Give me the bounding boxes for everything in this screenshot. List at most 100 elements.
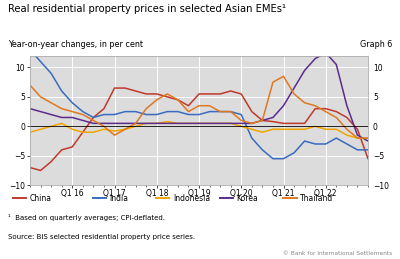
Korea [207, 122, 212, 125]
Indonesia [281, 128, 286, 131]
Thailand [112, 134, 117, 137]
China [366, 157, 370, 160]
Thailand [260, 119, 265, 122]
India [281, 157, 286, 160]
Thailand [292, 92, 296, 96]
China [313, 107, 318, 110]
India [154, 113, 159, 116]
India [270, 157, 275, 160]
Thailand [186, 110, 191, 113]
Indonesia [344, 134, 349, 137]
India [334, 136, 339, 140]
China [28, 166, 32, 169]
Korea [218, 122, 222, 125]
India [123, 110, 128, 113]
Indonesia [366, 136, 370, 140]
China [133, 89, 138, 92]
Line: Thailand: Thailand [30, 76, 368, 138]
India [186, 113, 191, 116]
Korea [228, 122, 233, 125]
India [228, 110, 233, 113]
India [102, 113, 106, 116]
Text: © Bank for International Settlements: © Bank for International Settlements [283, 251, 392, 256]
India [49, 72, 54, 75]
Thailand [91, 119, 96, 122]
India [292, 151, 296, 154]
Text: Year-on-year changes, in per cent: Year-on-year changes, in per cent [8, 40, 143, 49]
Indonesia [123, 128, 128, 131]
India [207, 110, 212, 113]
India [355, 148, 360, 152]
Line: China: China [30, 88, 368, 170]
Text: Real residential property prices in selected Asian EMEs¹: Real residential property prices in sele… [8, 4, 286, 14]
Thailand [144, 107, 148, 110]
Thailand [59, 107, 64, 110]
China [70, 145, 75, 148]
Text: India: India [109, 194, 128, 203]
China [144, 92, 148, 96]
Line: Indonesia: Indonesia [30, 122, 368, 138]
Thailand [123, 128, 128, 131]
Indonesia [302, 128, 307, 131]
Thailand [218, 110, 222, 113]
China [123, 87, 128, 90]
India [197, 113, 201, 116]
China [239, 92, 244, 96]
Korea [239, 122, 244, 125]
Thailand [228, 110, 233, 113]
Korea [59, 116, 64, 119]
Indonesia [28, 131, 32, 134]
China [281, 122, 286, 125]
India [344, 142, 349, 146]
China [91, 116, 96, 119]
Indonesia [313, 125, 318, 128]
China [102, 107, 106, 110]
Indonesia [260, 131, 265, 134]
Korea [91, 122, 96, 125]
China [186, 104, 191, 107]
Korea [49, 113, 54, 116]
Korea [270, 116, 275, 119]
Indonesia [70, 128, 75, 131]
China [49, 160, 54, 163]
Thailand [239, 119, 244, 122]
Korea [250, 122, 254, 125]
India [366, 148, 370, 152]
India [165, 110, 170, 113]
Indonesia [355, 136, 360, 140]
India [176, 110, 180, 113]
Thailand [355, 136, 360, 140]
Thailand [366, 136, 370, 140]
Indonesia [250, 128, 254, 131]
Korea [123, 122, 128, 125]
Thailand [207, 104, 212, 107]
Thailand [176, 98, 180, 101]
China [355, 128, 360, 131]
Korea [80, 119, 85, 122]
Text: Indonesia: Indonesia [173, 194, 210, 203]
Korea [38, 110, 43, 113]
Thailand [154, 98, 159, 101]
Indonesia [102, 128, 106, 131]
China [154, 92, 159, 96]
India [313, 142, 318, 146]
Indonesia [334, 128, 339, 131]
India [38, 60, 43, 63]
Thailand [302, 101, 307, 104]
Indonesia [228, 122, 233, 125]
China [302, 122, 307, 125]
China [334, 110, 339, 113]
Thailand [313, 104, 318, 107]
China [59, 148, 64, 152]
Indonesia [239, 125, 244, 128]
Indonesia [49, 125, 54, 128]
Thailand [80, 113, 85, 116]
India [218, 110, 222, 113]
Korea [302, 69, 307, 72]
Thailand [102, 125, 106, 128]
China [112, 87, 117, 90]
China [80, 131, 85, 134]
Thailand [281, 75, 286, 78]
China [323, 107, 328, 110]
China [197, 92, 201, 96]
